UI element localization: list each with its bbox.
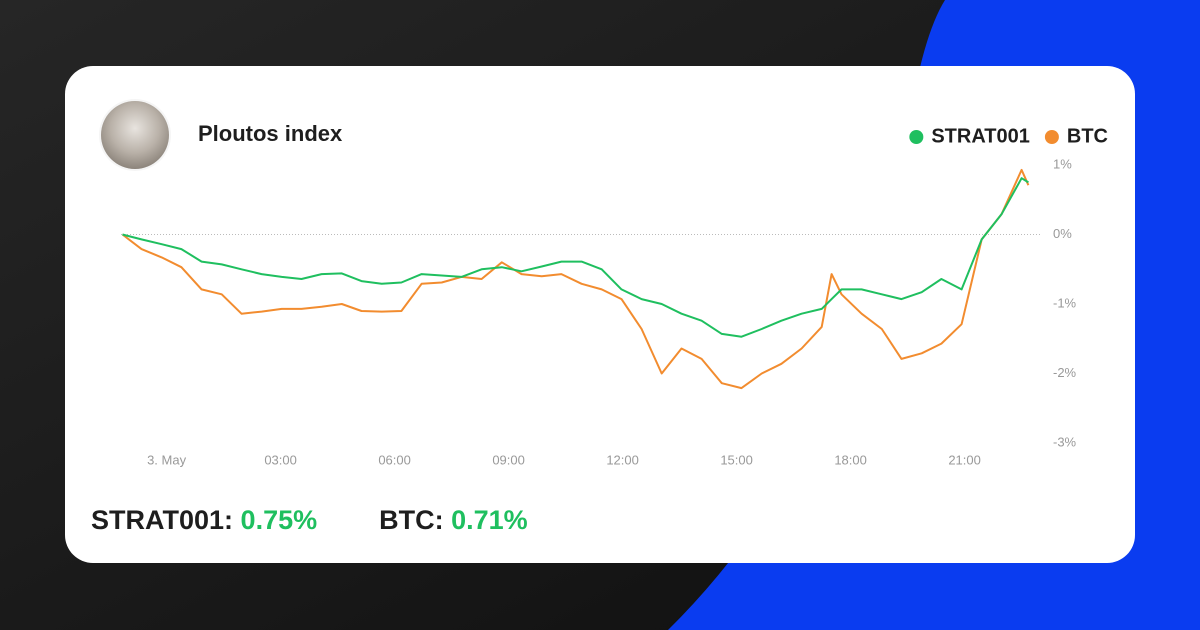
- y-tick-label: -1%: [1053, 295, 1077, 310]
- y-tick-label: -3%: [1053, 434, 1077, 449]
- x-tick-label: 06:00: [378, 452, 411, 467]
- legend-marker: [909, 130, 924, 144]
- avatar: [101, 101, 169, 169]
- summary: STRAT001: 0.75% BTC: 0.71%: [91, 505, 528, 536]
- x-tick-label: 09:00: [492, 452, 525, 467]
- x-tick-label: 15:00: [720, 452, 753, 467]
- summary-value: 0.71%: [451, 505, 528, 535]
- legend-marker: [1044, 130, 1059, 144]
- x-tick-label: 12:00: [606, 452, 639, 467]
- x-tick-label: 21:00: [948, 452, 981, 467]
- x-tick-label: 03:00: [264, 452, 297, 467]
- y-tick-label: 1%: [1053, 156, 1072, 171]
- summary-value: 0.75%: [240, 505, 318, 535]
- summary-label: BTC:: [379, 505, 444, 535]
- y-tick-label: -2%: [1053, 365, 1077, 380]
- series-line: [122, 177, 1029, 338]
- summary-item: BTC: 0.71%: [379, 505, 528, 536]
- chart-title: Ploutos index: [198, 121, 343, 146]
- x-tick-label: 18:00: [834, 452, 867, 467]
- y-tick-label: 0%: [1053, 226, 1072, 241]
- summary-item: STRAT001: 0.75%: [91, 505, 317, 536]
- summary-label: STRAT001:: [91, 505, 234, 535]
- x-tick-label: 3. May: [147, 452, 187, 467]
- legend-label: BTC: [1067, 125, 1108, 147]
- series-line: [121, 168, 1030, 390]
- legend-label: STRAT001: [931, 125, 1030, 147]
